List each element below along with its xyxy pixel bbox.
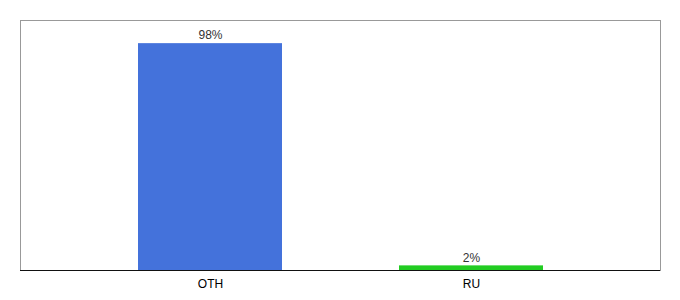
svg-text:2%: 2% (463, 251, 481, 265)
svg-text:RU: RU (463, 277, 480, 291)
svg-text:98%: 98% (198, 28, 222, 42)
svg-text:OTH: OTH (198, 277, 223, 291)
